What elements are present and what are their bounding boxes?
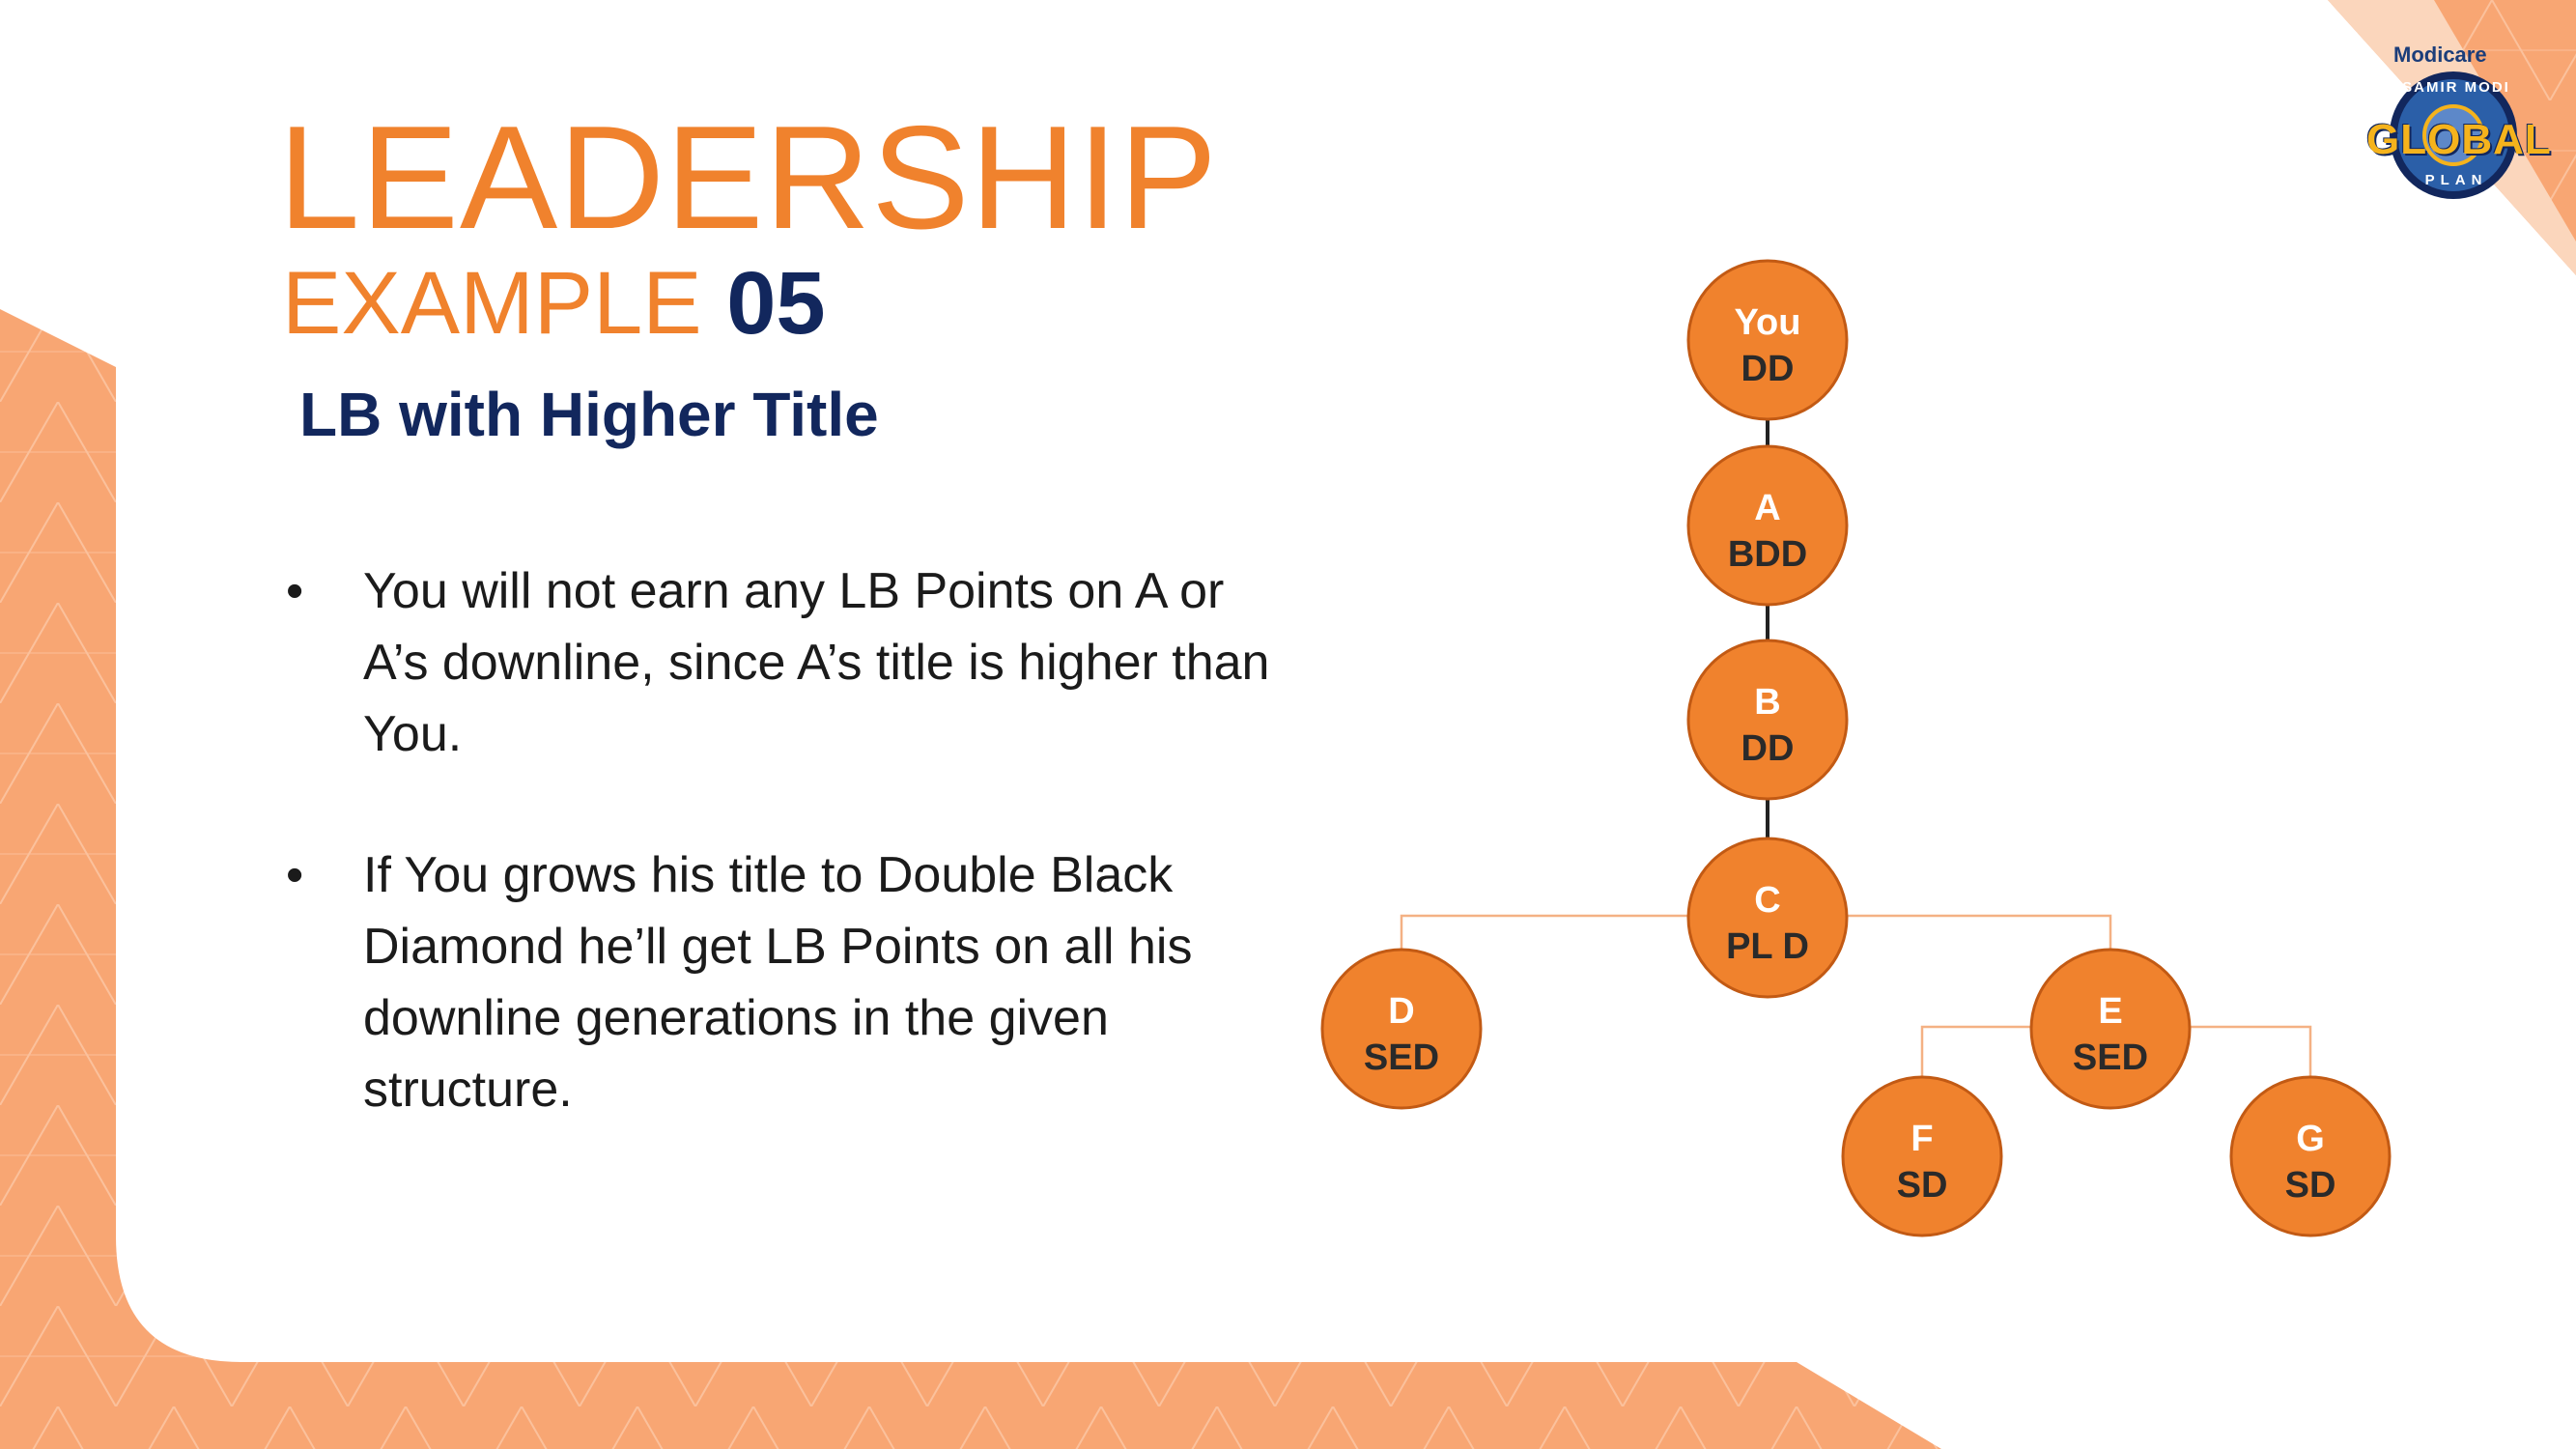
bullet-list: • You will not earn any LB Points on A o… bbox=[286, 555, 1281, 1195]
node-g: G SD bbox=[2229, 1075, 2392, 1237]
node-title: SD bbox=[1897, 1165, 1948, 1206]
bullet-dot: • bbox=[286, 847, 304, 903]
node-name: D bbox=[1388, 991, 1414, 1032]
node-circle bbox=[1320, 948, 1483, 1110]
node-circle bbox=[1686, 837, 1849, 999]
node-d: D SED bbox=[1320, 948, 1483, 1110]
logo-brand: Modicare bbox=[2393, 43, 2487, 67]
node-title: DD bbox=[1741, 349, 1795, 389]
node-title: PL D bbox=[1726, 926, 1809, 967]
node-title: SED bbox=[1364, 1037, 1439, 1078]
node-f: F SD bbox=[1841, 1075, 2003, 1237]
bullet-dot: • bbox=[286, 563, 304, 619]
bullet-text: You will not earn any LB Points on A or … bbox=[363, 563, 1270, 762]
node-you: You DD bbox=[1686, 259, 1849, 421]
node-circle bbox=[1686, 639, 1849, 801]
bullet-text: If You grows his title to Double Black D… bbox=[363, 847, 1193, 1118]
edge-c-e bbox=[1768, 914, 2112, 950]
node-name: F bbox=[1911, 1119, 1933, 1159]
example-number: 05 bbox=[726, 254, 826, 353]
node-circle bbox=[2029, 948, 2192, 1110]
example-word: EXAMPLE bbox=[282, 254, 702, 353]
node-c: C PL D bbox=[1686, 837, 1849, 999]
node-circle bbox=[1686, 444, 1849, 607]
node-e: E SED bbox=[2029, 948, 2192, 1110]
node-name: E bbox=[2098, 991, 2122, 1032]
node-name: C bbox=[1754, 880, 1780, 921]
node-name: B bbox=[1754, 682, 1780, 723]
node-title: SD bbox=[2285, 1165, 2336, 1206]
node-a: A BDD bbox=[1686, 444, 1849, 607]
node-name: A bbox=[1754, 488, 1780, 528]
page-title: LEADERSHIP bbox=[278, 96, 1218, 260]
node-title: BDD bbox=[1728, 534, 1807, 575]
edge-c-d bbox=[1400, 914, 1768, 950]
bullet-item: • If You grows his title to Double Black… bbox=[286, 839, 1281, 1125]
node-name: You bbox=[1735, 302, 1801, 343]
logo-bottom-text: PLAN bbox=[2424, 172, 2488, 188]
node-title: DD bbox=[1741, 728, 1795, 769]
example-heading: EXAMPLE 05 bbox=[282, 259, 826, 348]
tree-edges bbox=[1400, 419, 2312, 1077]
bullet-item: • You will not earn any LB Points on A o… bbox=[286, 555, 1281, 770]
node-name: G bbox=[2296, 1119, 2325, 1159]
global-plan-logo bbox=[2390, 71, 2517, 199]
subtitle: LB with Higher Title bbox=[299, 380, 879, 449]
logo-top-text: SAMIR MODI bbox=[2402, 79, 2510, 96]
logo-word: GLOBAL bbox=[2366, 116, 2552, 163]
node-circle bbox=[1841, 1075, 2003, 1237]
node-title: SED bbox=[2073, 1037, 2148, 1078]
node-circle bbox=[1686, 259, 1849, 421]
node-b: B DD bbox=[1686, 639, 1849, 801]
node-circle bbox=[2229, 1075, 2392, 1237]
